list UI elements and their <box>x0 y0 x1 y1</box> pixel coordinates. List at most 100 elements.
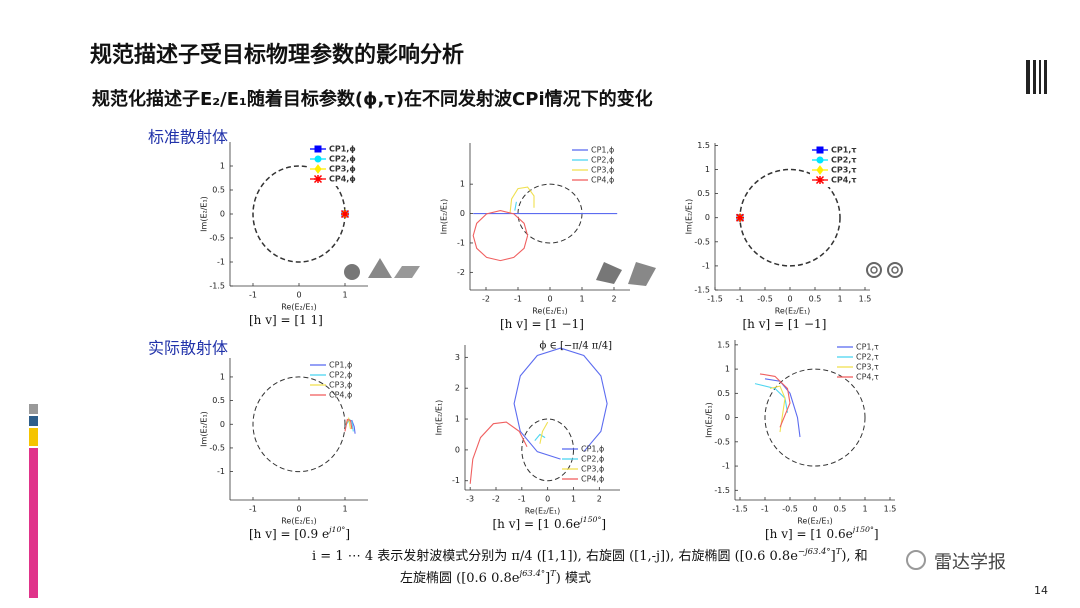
series-line <box>472 210 529 262</box>
x-axis-label: Re(E₂/E₁) <box>797 517 833 526</box>
legend-label: CP4,ϕ <box>329 175 356 184</box>
y-tick-label: 0 <box>705 213 710 222</box>
x-tick-label: 0.5 <box>834 505 847 514</box>
marker <box>314 145 322 153</box>
y-tick-label: 1.5 <box>697 141 710 150</box>
y-tick-label: 3 <box>455 353 460 362</box>
x-tick-label: 2 <box>597 495 602 504</box>
text-run: ), 和 <box>841 549 867 564</box>
marker <box>816 146 824 154</box>
y-axis-label: Im(E₂/E₁) <box>200 411 209 447</box>
series-line <box>539 421 549 444</box>
legend-label: CP1,ϕ <box>329 361 352 370</box>
x-tick-label: 1 <box>579 295 584 304</box>
rich-text: [h v] = [1 1] <box>249 313 323 327</box>
y-tick-label: 1 <box>455 415 460 424</box>
y-tick-label: 1 <box>220 372 225 381</box>
legend-label: CP3,ϕ <box>329 165 356 174</box>
legend-label: CP4,ϕ <box>329 391 352 400</box>
chart: -1 0 1-1-0.500.51Re(E₂/E₁)Im(E₂/E₁)CP1,ϕCP… <box>200 358 368 541</box>
x-tick-label: 0 <box>545 495 550 504</box>
x-tick-label: -1.5 <box>732 505 748 514</box>
x-tick-label: 0 <box>547 295 552 304</box>
section-label: 实际散射体 <box>148 339 228 358</box>
y-tick-label: 0 <box>725 413 730 422</box>
watermark: 雷达学报 <box>906 550 1006 573</box>
marker <box>340 209 350 219</box>
x-tick-label: 2 <box>611 295 616 304</box>
scatterer-icons <box>344 258 903 286</box>
rich-text: [h v] = [0.9 ej10°] <box>249 525 350 541</box>
y-tick-label: -1 <box>702 261 710 270</box>
x-tick-label: 0.5 <box>809 295 822 304</box>
x-tick-label: -1 <box>518 495 526 504</box>
marker <box>314 164 322 174</box>
series-line <box>469 421 528 484</box>
series-line <box>759 373 791 428</box>
x-tick-label: -0.5 <box>782 505 798 514</box>
legend-label: CP4,ϕ <box>591 176 614 185</box>
legend-label: CP1,ϕ <box>329 145 356 154</box>
x-axis-label: Re(E₂/E₁) <box>775 307 811 316</box>
x-tick-label: 1 <box>342 505 347 514</box>
legend-label: CP3,τ <box>856 363 879 372</box>
x-tick-label: -3 <box>466 495 474 504</box>
text-run: ] <box>345 527 350 541</box>
series-line <box>769 385 786 433</box>
legend-label: CP4,ϕ <box>581 475 604 484</box>
y-tick-label: -1.5 <box>209 282 225 291</box>
y-tick-label: -0.5 <box>694 237 710 246</box>
superscript: T <box>836 546 843 556</box>
side-bar <box>29 404 38 598</box>
page-number: 14 <box>1034 584 1048 597</box>
chart: -1 0 1 -1.5 -1 -0.5 0 0.5 1 Re(E₂/E₁) Im(E₂/E₁) CP1… <box>200 142 368 327</box>
legend-label: CP4,τ <box>831 176 856 185</box>
x-tick-label: -1 <box>249 291 257 300</box>
x-axis-label: Re(E₂/E₁) <box>525 507 561 516</box>
superscript: j150° <box>851 525 874 534</box>
x-tick-label: 0 <box>296 291 301 300</box>
series-line <box>513 347 608 460</box>
legend-label: CP2,ϕ <box>329 371 352 380</box>
y-tick-label: -0.5 <box>714 437 730 446</box>
slide-title: 规范描述子受目标物理参数的影响分析 <box>90 42 464 68</box>
x-tick-label: -1 <box>736 295 744 304</box>
rich-text: [h v] = [1 −1] <box>743 317 827 331</box>
y-tick-label: 2 <box>455 384 460 393</box>
text-run: [h v] = [1 1] <box>249 313 323 327</box>
marker <box>816 165 824 175</box>
reference-circle <box>521 418 575 482</box>
y-tick-label: -1 <box>457 238 465 247</box>
y-tick-label: -1 <box>722 462 730 471</box>
y-tick-label: -1 <box>452 476 460 485</box>
text-run: ] <box>874 527 879 541</box>
x-tick-label: -1 <box>514 295 522 304</box>
y-tick-label: 1 <box>460 180 465 189</box>
section-label: 标准散射体 <box>148 128 228 147</box>
y-tick-label: -1.5 <box>694 286 710 295</box>
text-run: ] <box>545 571 550 586</box>
marker <box>735 213 745 222</box>
text-run: ] <box>601 517 606 531</box>
y-axis-label: Im(E₂/E₁) <box>200 196 209 232</box>
superscript: j10° <box>327 525 345 534</box>
superscript: T <box>550 568 557 578</box>
x-tick-label: 1 <box>571 495 576 504</box>
y-tick-label: -0.5 <box>209 443 225 452</box>
superscript: j150° <box>578 515 601 524</box>
y-tick-label: 1 <box>705 165 710 174</box>
legend-label: CP4,τ <box>856 373 879 382</box>
y-tick-label: -1 <box>217 258 225 267</box>
x-tick-label: -2 <box>492 495 500 504</box>
text-run: 左旋椭圆 ([0.6 0.8e <box>400 570 520 586</box>
superscript: j63.4° <box>517 568 545 578</box>
y-tick-label: 0 <box>220 210 225 219</box>
marker <box>313 174 323 184</box>
series-line <box>754 383 789 413</box>
x-tick-label: -1 <box>249 505 257 514</box>
text-run: ] <box>831 549 836 564</box>
x-tick-label: 0 <box>296 505 301 514</box>
